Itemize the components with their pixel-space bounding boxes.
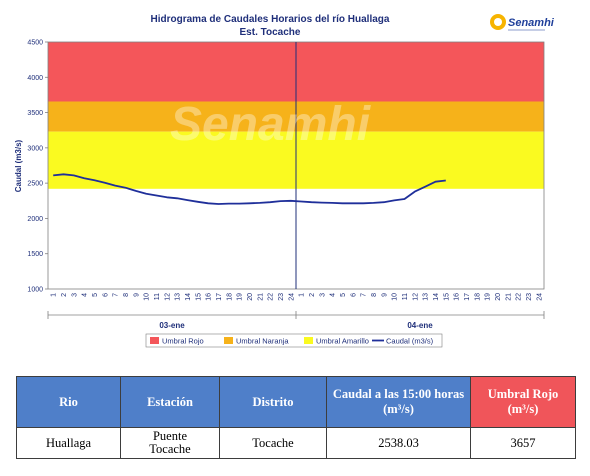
header-distrito: Distrito <box>219 376 327 428</box>
x-tick-label: 8 <box>371 293 378 297</box>
x-axis: 1 2 3 4 5 6 7 8 9 10 11 12 13 14 15 16 17 18 19 20 21 22 23 24 1… <box>47 293 545 330</box>
x-tick-label: 9 <box>381 293 388 297</box>
x-tick-label: 7 <box>113 293 120 297</box>
senamhi-logo: Senamhi <box>490 14 555 31</box>
header-caudal-unit: (m³/s) <box>383 402 414 416</box>
x-tick-label: 20 <box>247 293 254 301</box>
x-tick-label: 16 <box>206 293 213 301</box>
x-tick-label: 3 <box>71 293 78 297</box>
x-tick-label: 5 <box>340 293 347 297</box>
x-tick-label: 22 <box>516 293 523 301</box>
chart-subtitle: Est. Tocache <box>240 27 301 38</box>
legend: Umbral Rojo Umbral Naranja Umbral Amarillo… <box>145 333 443 348</box>
x-tick-label: 9 <box>133 293 140 297</box>
cell-estacion: Puente Tocache <box>120 427 220 459</box>
header-umbral-unit: (m³/s) <box>507 402 539 416</box>
y-tick-label: 1500 <box>27 251 43 258</box>
y-tick-label: 3000 <box>27 145 43 152</box>
x-tick-label: 4 <box>330 293 337 297</box>
x-tick-label: 5 <box>92 293 99 297</box>
x-tick-label: 13 <box>175 293 182 301</box>
y-axis-label: Caudal (m3/s) <box>14 139 23 192</box>
cell-distrito: Tocache <box>219 427 327 459</box>
y-tick-label: 4000 <box>27 75 43 82</box>
series-layer <box>53 173 446 205</box>
x-tick-label: 21 <box>257 293 264 301</box>
x-tick-label: 15 <box>195 293 202 301</box>
header-umbral-label: Umbral Rojo <box>487 387 559 401</box>
x-tick-label: 23 <box>278 293 285 301</box>
cell-umbral: 3657 <box>470 427 576 459</box>
chart-title: Hidrograma de Caudales Horarios del río … <box>151 14 390 25</box>
cell-rio: Huallaga <box>16 427 121 459</box>
station-table: Rio Estación Distrito Caudal a las 15:00… <box>16 376 576 459</box>
x-tick-label: 19 <box>485 293 492 301</box>
x-tick-label: 17 <box>464 293 471 301</box>
x-tick-label: 24 <box>536 293 543 301</box>
x-tick-label: 1 <box>299 293 306 297</box>
x-tick-label: 8 <box>123 293 130 297</box>
y-tick-label: 1000 <box>27 287 43 294</box>
y-tick-label: 2500 <box>27 181 43 188</box>
legend-label: Caudal (m3/s) <box>386 337 434 346</box>
table-header-row: Rio Estación Distrito Caudal a las 15:00… <box>16 376 576 428</box>
cell-estacion-line1: Puente <box>152 429 188 443</box>
x-tick-label: 23 <box>526 293 533 301</box>
x-tick-label: 15 <box>443 293 450 301</box>
y-axis: 1000 1500 2000 2500 3000 3500 4000 4500 <box>27 40 48 294</box>
x-tick-label: 12 <box>164 293 171 301</box>
x-tick-label: 20 <box>495 293 502 301</box>
y-tick-label: 3500 <box>27 110 43 117</box>
x-tick-label: 14 <box>185 293 192 301</box>
x-tick-label: 11 <box>402 293 409 300</box>
x-tick-label: 7 <box>361 293 368 297</box>
x-tick-label: 14 <box>433 293 440 301</box>
legend-swatch <box>150 337 159 344</box>
header-rio: Rio <box>16 376 121 428</box>
header-estacion: Estación <box>120 376 220 428</box>
day-label: 04-ene <box>407 321 433 330</box>
x-tick-label: 18 <box>226 293 233 301</box>
x-tick-label: 10 <box>392 293 399 301</box>
x-tick-label: 12 <box>412 293 419 301</box>
x-tick-label: 6 <box>102 293 109 297</box>
header-caudal-label: Caudal a las 15:00 horas <box>332 387 465 401</box>
legend-swatch <box>224 337 233 344</box>
x-tick-label: 1 <box>51 293 58 297</box>
x-tick-label: 13 <box>423 293 430 301</box>
y-tick-label: 4500 <box>27 40 43 47</box>
x-tick-label: 21 <box>505 293 512 301</box>
x-tick-label: 11 <box>154 293 161 300</box>
legend-box <box>145 333 443 348</box>
legend-label: Umbral Amarillo <box>316 337 369 346</box>
logo-text: Senamhi <box>508 17 555 29</box>
x-tick-label: 24 <box>288 293 295 301</box>
x-tick-label: 10 <box>144 293 151 301</box>
cell-estacion-line2: Tocache <box>149 442 191 456</box>
x-tick-label: 4 <box>82 293 89 297</box>
hydrograph-chart: Hidrograma de Caudales Horarios del río … <box>14 14 555 348</box>
x-tick-label: 6 <box>350 293 357 297</box>
y-tick-label: 2000 <box>27 216 43 223</box>
x-tick-label: 18 <box>474 293 481 301</box>
x-tick-label: 3 <box>319 293 326 297</box>
x-tick-label: 22 <box>268 293 275 301</box>
table-row: Huallaga Puente Tocache Tocache 2538.03 … <box>16 427 576 459</box>
watermark-senamhi: Senamhi <box>170 98 372 151</box>
series-line-caudal <box>53 173 446 205</box>
x-tick-label: 16 <box>454 293 461 301</box>
legend-label: Umbral Rojo <box>162 337 204 346</box>
x-tick-label: 19 <box>237 293 244 301</box>
header-umbral-rojo: Umbral Rojo (m³/s) <box>470 376 576 428</box>
x-tick-label: 2 <box>61 293 68 297</box>
day-label: 03-ene <box>159 321 185 330</box>
x-tick-label: 2 <box>309 293 316 297</box>
x-tick-label: 17 <box>216 293 223 301</box>
plot-frame <box>47 41 545 290</box>
legend-swatch <box>304 337 313 344</box>
legend-label: Umbral Naranja <box>236 337 289 346</box>
header-caudal: Caudal a las 15:00 horas (m³/s) <box>326 376 471 428</box>
cell-caudal: 2538.03 <box>326 427 471 459</box>
